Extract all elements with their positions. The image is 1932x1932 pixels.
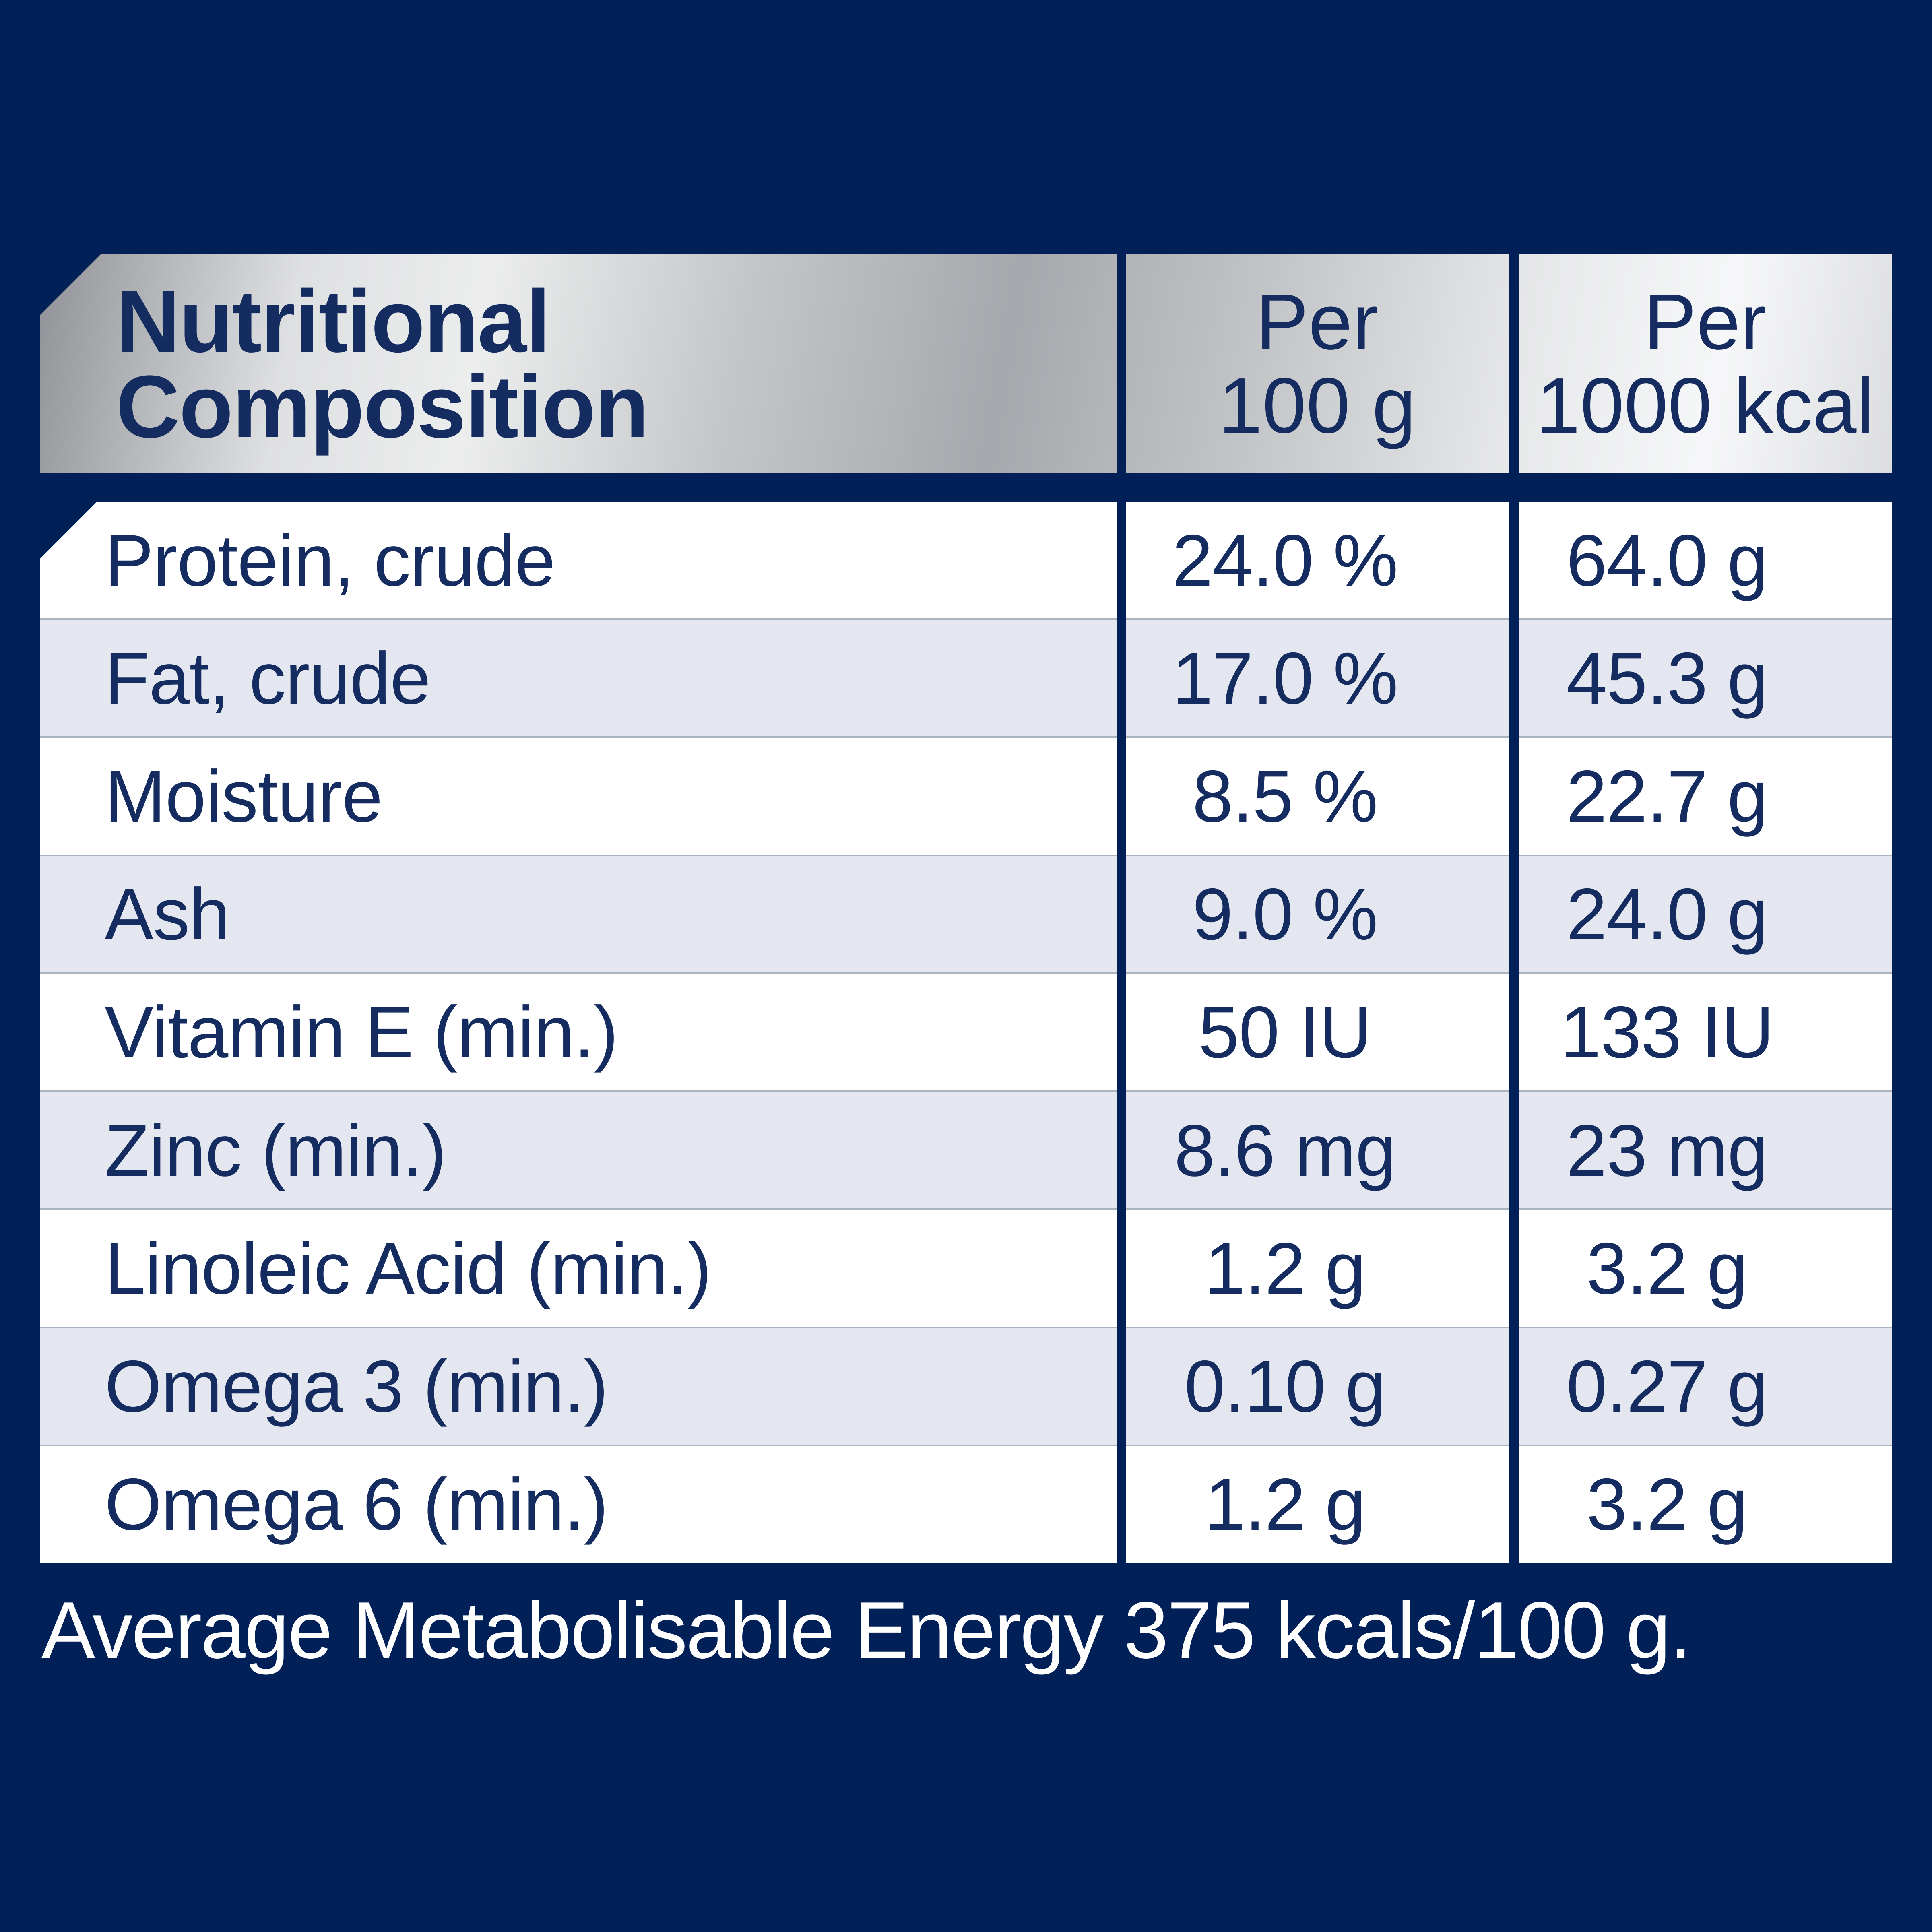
- column-header-per-1000kcal: Per 1000 kcal: [1519, 254, 1892, 473]
- value-per-1000kcal: 24.0 g: [1566, 873, 1768, 956]
- row-label: Moisture: [105, 755, 383, 838]
- table-row: Vitamin E (min.) 50 IU 133 IU: [40, 972, 1892, 1091]
- column-header-per-100g-line2: 100 g: [1218, 361, 1416, 450]
- row-label: Linoleic Acid (min.): [105, 1227, 712, 1309]
- column-header-per-1000kcal-line2: 1000 kcal: [1536, 361, 1874, 450]
- column-divider: [1509, 502, 1519, 1563]
- row-label: Protein, crude: [105, 519, 555, 601]
- value-per-1000kcal: 22.7 g: [1566, 755, 1768, 838]
- value-per-1000kcal: 64.0 g: [1566, 519, 1768, 601]
- table-row: Omega 3 (min.) 0.10 g 0.27 g: [40, 1326, 1892, 1445]
- table-rows: Protein, crude 24.0 % 64.0 g Fat, crude …: [40, 502, 1892, 1563]
- value-per-100g: 0.10 g: [1184, 1345, 1386, 1428]
- row-label: Vitamin E (min.): [105, 991, 618, 1073]
- value-per-1000kcal: 133 IU: [1560, 991, 1774, 1073]
- row-label: Fat, crude: [105, 637, 431, 719]
- column-header-per-100g-line1: Per: [1255, 277, 1379, 366]
- column-divider: [1117, 502, 1126, 1563]
- column-divider: [1509, 254, 1519, 473]
- table-row: Zinc (min.) 8.6 mg 23 mg: [40, 1090, 1892, 1209]
- value-per-100g: 17.0 %: [1172, 637, 1398, 719]
- value-per-100g: 8.6 mg: [1174, 1109, 1396, 1191]
- row-label: Omega 3 (min.): [105, 1345, 608, 1428]
- table-row: Linoleic Acid (min.) 1.2 g 3.2 g: [40, 1208, 1892, 1327]
- value-per-100g: 1.2 g: [1204, 1463, 1366, 1546]
- table-row: Protein, crude 24.0 % 64.0 g: [40, 502, 1892, 619]
- column-divider: [1117, 254, 1126, 473]
- value-per-1000kcal: 23 mg: [1566, 1109, 1768, 1191]
- table-title-line1: Nutritional: [116, 271, 551, 371]
- value-per-1000kcal: 3.2 g: [1586, 1463, 1748, 1546]
- column-header-per-100g: Per 100 g: [1126, 254, 1509, 473]
- value-per-100g: 1.2 g: [1204, 1227, 1366, 1309]
- value-per-100g: 24.0 %: [1172, 519, 1398, 601]
- row-label: Zinc (min.): [105, 1109, 446, 1191]
- value-per-1000kcal: 0.27 g: [1566, 1345, 1768, 1428]
- table-row: Ash 9.0 % 24.0 g: [40, 854, 1892, 972]
- table-title-line2: Composition: [116, 357, 649, 456]
- table-header-band: Nutritional Composition Per 100 g Per 10…: [40, 254, 1892, 473]
- row-label: Ash: [105, 873, 230, 956]
- table-row: Moisture 8.5 % 22.7 g: [40, 736, 1892, 855]
- table-row: Omega 6 (min.) 1.2 g 3.2 g: [40, 1444, 1892, 1563]
- column-header-per-1000kcal-line1: Per: [1643, 277, 1767, 366]
- row-label: Omega 6 (min.): [105, 1463, 608, 1546]
- value-per-100g: 50 IU: [1198, 991, 1372, 1073]
- table-row: Fat, crude 17.0 % 45.3 g: [40, 618, 1892, 737]
- value-per-100g: 8.5 %: [1192, 755, 1378, 838]
- nutrition-table-body: Protein, crude 24.0 % 64.0 g Fat, crude …: [40, 502, 1892, 1563]
- value-per-1000kcal: 3.2 g: [1586, 1227, 1748, 1309]
- value-per-100g: 9.0 %: [1192, 873, 1378, 956]
- value-per-1000kcal: 45.3 g: [1566, 637, 1768, 719]
- energy-note: Average Metabolisable Energy 375 kcals/1…: [41, 1585, 1692, 1675]
- table-title: Nutritional Composition: [116, 254, 649, 473]
